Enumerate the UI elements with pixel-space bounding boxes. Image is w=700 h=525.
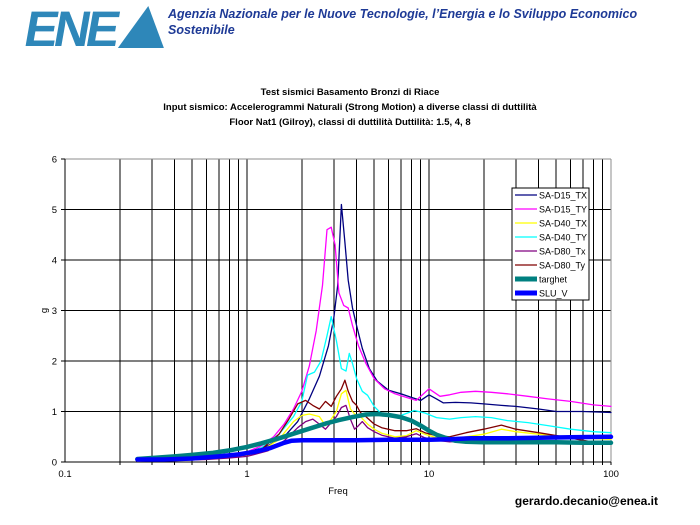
legend-label-SA-D80_Ty: SA-D80_Ty — [539, 261, 586, 271]
enea-logo-graphic: ENE — [20, 0, 164, 57]
legend-label-SA-D80_Tx: SA-D80_Tx — [539, 247, 586, 257]
enea-logo-triangle — [117, 6, 164, 48]
series-SA-D15_TY — [136, 226, 612, 462]
chart-titles: Test sismici Basamento Bronzi di Riace I… — [0, 85, 700, 130]
series-lines — [135, 203, 614, 462]
legend-label-SA-D40_TX: SA-D40_TX — [539, 219, 587, 229]
series-SA-D40_TY — [136, 315, 612, 462]
y-tick-label: 4 — [52, 256, 57, 267]
x-tick-label: 100 — [603, 469, 619, 480]
x-tick-label: 0.1 — [58, 469, 71, 480]
legend-label-targhet: targhet — [539, 275, 568, 285]
organization-name: Agenzia Nazionale per le Nuove Tecnologi… — [168, 7, 638, 38]
author-email: gerardo.decanio@enea.it — [514, 494, 658, 508]
y-tick-label: 3 — [52, 306, 57, 317]
y-tick-label: 1 — [52, 407, 57, 418]
y-tick-label: 5 — [52, 205, 57, 216]
y-tick-label: 6 — [52, 155, 57, 166]
axis-labels: 0.1 1 10 100 0 1 2 3 4 5 6 Freq g — [39, 155, 619, 498]
legend-label-SA-D40_TY: SA-D40_TY — [539, 233, 587, 243]
legend-label-SLU_V: SLU_V — [539, 289, 568, 299]
legend: SA-D15_TX SA-D15_TY SA-D40_TX SA-D40_TY SA-D… — [511, 187, 590, 301]
y-tick-label: 0 — [52, 458, 57, 469]
chart-subtitle2: Floor Nat1 (Gilroy), classi di duttilità… — [229, 117, 471, 128]
x-axis-title: Freq — [328, 486, 348, 497]
x-tick-label: 1 — [244, 469, 249, 480]
frequency-response-chart: 0.1 1 10 100 0 1 2 3 4 5 6 Freq g SA-D15_TX SA-D15_TY S… — [0, 150, 700, 510]
enea-logo-letters: ENE — [22, 2, 123, 54]
y-tick-label: 2 — [52, 357, 57, 368]
series-SLU_V — [135, 434, 614, 462]
chart-subtitle: Input sismico: Accelerogrammi Naturali (… — [163, 102, 537, 113]
series-targhet — [135, 411, 614, 462]
chart-title: Test sismici Basamento Bronzi di Riace — [260, 87, 440, 98]
legend-label-SA-D15_TX: SA-D15_TX — [539, 191, 587, 201]
chart-canvas: 0.1 1 10 1000123456FreqgSA-D15_TXSA-D15_TYS… — [39, 155, 619, 498]
y-axis-title: g — [39, 308, 50, 313]
x-tick-label: 10 — [424, 469, 435, 480]
legend-label-SA-D15_TY: SA-D15_TY — [539, 205, 587, 215]
series-SA-D80_Ty — [136, 379, 612, 462]
enea-logo: ENE — [20, 0, 172, 57]
